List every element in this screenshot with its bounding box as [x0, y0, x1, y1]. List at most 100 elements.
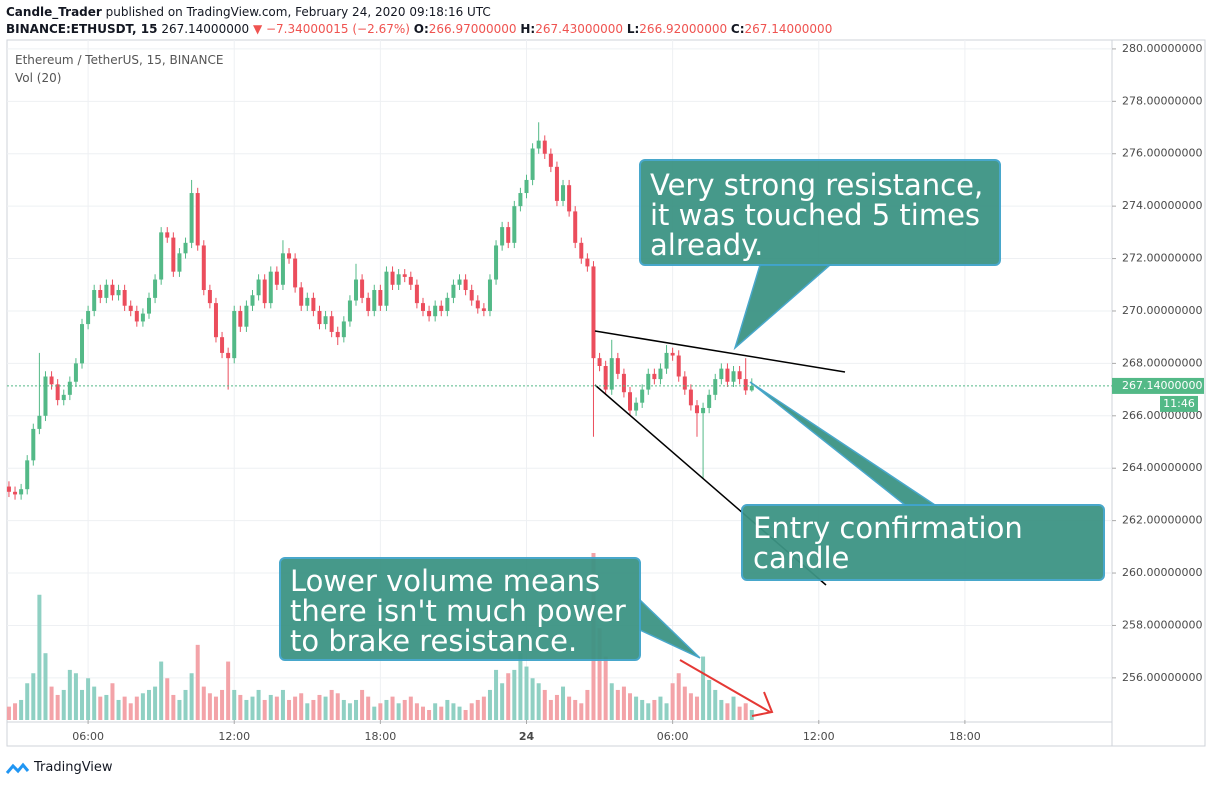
y-tick-label: 278.00000000 [1122, 94, 1202, 107]
volume-bar [475, 699, 480, 720]
volume-bar [420, 706, 425, 720]
volume-bar [414, 703, 419, 720]
volume-bar [445, 699, 450, 720]
candle-body [92, 290, 97, 311]
candle-body [676, 355, 681, 377]
volume-bar [396, 703, 401, 720]
candle-body [104, 284, 109, 298]
y-tick-label: 268.00000000 [1122, 356, 1202, 369]
x-tick-label: 18:00 [365, 730, 397, 743]
volume-bar [567, 696, 572, 720]
candle-body [238, 310, 243, 327]
volume-bar [287, 699, 292, 720]
volume-bar [274, 696, 279, 720]
volume-bar [183, 689, 188, 720]
volume-bar [73, 673, 78, 720]
volume-bar [554, 694, 559, 720]
volume-bar [530, 678, 535, 720]
volume-bar [469, 703, 474, 720]
candle-body [603, 366, 608, 390]
volume-bar [439, 706, 444, 720]
candle-body [347, 300, 352, 322]
volume-bar [354, 699, 359, 720]
annotation-line: Very strong resistance, [650, 168, 984, 202]
candle-body [609, 358, 614, 390]
volume-bar [713, 689, 718, 720]
volume-bar [573, 699, 578, 720]
candle-body [688, 389, 693, 406]
candle-body [134, 310, 139, 322]
annotation-line: it was touched 5 times [650, 198, 981, 232]
candle-body [694, 405, 699, 414]
volume-bar [31, 673, 36, 720]
volume-bar [165, 678, 170, 720]
volume-bar [238, 694, 243, 720]
candle-body [451, 284, 456, 298]
candle-body [360, 279, 365, 298]
chart-frame [6, 39, 1206, 747]
candle-body [579, 242, 584, 259]
y-tick-label: 266.00000000 [1122, 409, 1202, 422]
candle-body [244, 305, 249, 327]
symbol-line: BINANCE:ETHUSDT, 15 267.14000000 ▼ −7.34… [6, 22, 832, 36]
candle-body [37, 415, 42, 429]
volume-bar [19, 699, 24, 720]
volume-bar [25, 683, 30, 720]
callout-box [639, 159, 1001, 266]
candle-body [61, 394, 66, 401]
annotation-line: to brake resistance. [290, 624, 578, 658]
volume-bar [311, 699, 316, 720]
annotation-line: Lower volume means [290, 564, 601, 598]
volume-bar [159, 661, 164, 720]
volume-bar [92, 686, 97, 720]
candle-body [207, 290, 212, 304]
c-value: 267.14000000 [744, 22, 833, 36]
c-label: C: [730, 22, 745, 36]
annotation: Lower volume means there isn't much powe… [290, 566, 626, 656]
volume-bar [664, 703, 669, 720]
drawings [279, 159, 1105, 717]
annotation-line: there isn't much power [290, 594, 626, 628]
volume-bar [262, 699, 267, 720]
countdown-box [1160, 395, 1198, 412]
volume-bar [481, 696, 486, 720]
volume-bar [694, 696, 699, 720]
candle-body [475, 300, 480, 309]
trendline-upper [594, 330, 846, 373]
volume-bar [682, 686, 687, 720]
candle-body [153, 279, 158, 298]
volume-bar [634, 696, 639, 720]
volume-bar [293, 696, 298, 720]
candle-body [280, 253, 285, 285]
symbol: BINANCE:ETHUSDT, 15 [6, 22, 158, 36]
volume-bar [341, 699, 346, 720]
candle-body [55, 384, 60, 401]
candle-body [299, 287, 304, 306]
candle-body [305, 297, 310, 306]
last-price-box [1112, 377, 1204, 394]
candle-body [6, 486, 11, 492]
candle-body [725, 368, 730, 382]
x-tick-label: 18:00 [949, 730, 981, 743]
candle-body [731, 371, 736, 382]
logo [5, 762, 30, 774]
candle-body [262, 279, 267, 304]
y-tick-label: 272.00000000 [1122, 252, 1202, 265]
callout-box [741, 504, 1105, 581]
x-tick-label: 24 [519, 730, 535, 743]
candle-body [445, 297, 450, 311]
y-tick-label: 276.00000000 [1122, 147, 1202, 160]
volume-bar [390, 696, 395, 720]
volume-bar [360, 689, 365, 720]
candle-body [220, 337, 225, 353]
annotation: Very strong resistance, it was touched 5… [650, 170, 983, 260]
candle-body [512, 206, 517, 243]
volume-bar [128, 703, 133, 720]
callout-pointer [749, 381, 938, 506]
volume-bar [561, 686, 566, 720]
candle-body [737, 371, 742, 380]
annotation: Entry confirmation candle [753, 513, 1023, 573]
volume-bar [146, 689, 151, 720]
volume-bar [646, 703, 651, 720]
